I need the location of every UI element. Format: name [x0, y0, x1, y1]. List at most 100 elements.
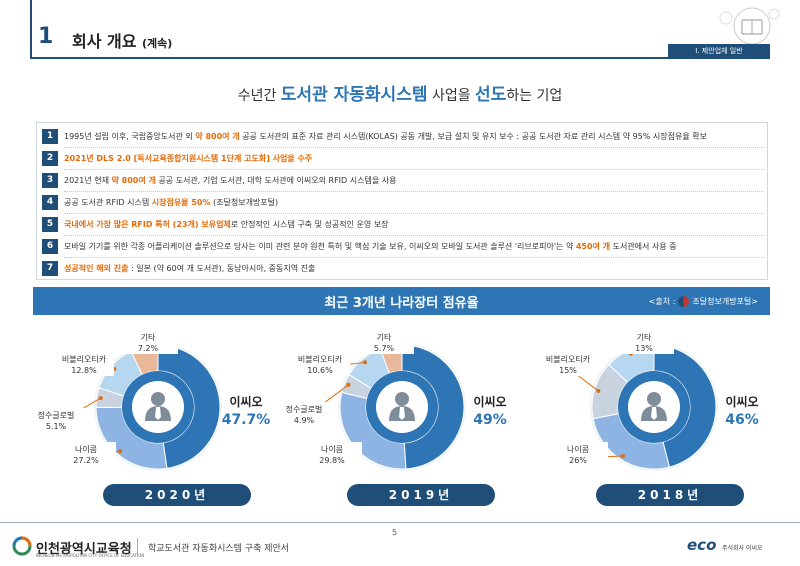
- item-divider: [64, 147, 764, 148]
- page-title-text: 회사 개요: [72, 32, 137, 51]
- year-label-2020: 2020년: [103, 484, 251, 506]
- headline-highlight-1: 도서관 자동화시스템: [280, 85, 428, 105]
- list-item: 1 1995년 설립 이후, 국립중앙도서관 외 약 800여 개 공공 도서관…: [42, 128, 764, 148]
- header-accent-bar: [30, 0, 32, 58]
- slice-label: 비블리오티카: [62, 354, 107, 364]
- label-background: [302, 442, 362, 466]
- item-divider: [64, 235, 764, 236]
- item-text-highlight: 성공적인 해외 진출: [64, 264, 129, 273]
- year-label-2019: 2019년: [347, 484, 495, 506]
- page-subtitle: (계속): [142, 37, 173, 50]
- headline-post: 하는 기업: [506, 88, 563, 104]
- footer-doc-title: 학교도서관 자동화시스템 구축 제안서: [148, 544, 290, 554]
- label-leader-dot: [346, 382, 351, 387]
- label-background: [614, 330, 674, 354]
- item-divider: [64, 213, 764, 214]
- section-tag: I. 제안업체 일반: [668, 44, 770, 58]
- label-leader-dot: [620, 453, 625, 458]
- list-item: 5 국내에서 가장 많은 RFID 특허 (23개) 보유업체로 안정적인 시스…: [42, 216, 764, 236]
- list-item: 2 2021년 DLS 2.0 [독서교육종합지원시스템 1단계 고도화] 사업…: [42, 150, 764, 170]
- slice-label: 기타: [141, 333, 156, 342]
- item-number: 6: [42, 239, 58, 254]
- headline-highlight-2: 선도: [475, 85, 507, 105]
- label-background: [290, 352, 350, 376]
- headline-mid: 사업을: [431, 88, 471, 104]
- page-header: 1 회사 개요 (계속) I. 제안업체 일반: [0, 0, 800, 60]
- slice-value-label: 49%: [473, 412, 507, 428]
- item-number: 2: [42, 151, 58, 166]
- item-text-highlight: 2021년 DLS 2.0 [독서교육종합지원시스템 1단계 고도화] 사업을 …: [64, 154, 313, 163]
- item-number: 4: [42, 195, 58, 210]
- slice-value-label: 47.7%: [222, 412, 271, 428]
- item-number: 5: [42, 217, 58, 232]
- label-background: [280, 402, 334, 426]
- person-icon: [641, 392, 667, 421]
- slice-label: 기타: [637, 333, 652, 342]
- headline-pre: 수년간: [237, 88, 277, 104]
- item-number: 7: [42, 261, 58, 276]
- slice-label: 나이콤: [321, 444, 343, 454]
- slice-value-label: 27.2%: [73, 456, 99, 465]
- item-text-highlight: 약 800여 개: [111, 176, 156, 185]
- label-leader-dot: [98, 396, 103, 401]
- slice-value-label: 5.7%: [374, 344, 395, 353]
- pie-chart-2020: 이씨오 47.7% 나이콤 27.2% 정수글로벌 5.1% 비블리오티카 12.8% 기타 7.…: [36, 330, 271, 471]
- banner-title: 최근 3개년 나라장터 점유율: [324, 296, 479, 311]
- item-text: 2021년 현재 약 800여 개 공공 도서관, 기업 도서관, 대학 도서관…: [64, 175, 396, 186]
- item-divider: [64, 191, 764, 192]
- item-text-plain: 공공 도서관 RFID 시스템: [64, 198, 152, 207]
- item-text-plain: 로 안정적인 시스템 구축 및 성공적인 운영 보장: [230, 220, 389, 229]
- item-text-highlight: 약 800여 개: [195, 132, 240, 141]
- footer-org-english: INCHEON METROPOLITAN CITY OFFICE OF EDUC…: [36, 553, 145, 558]
- item-text: 국내에서 가장 많은 RFID 특허 (23개) 보유업체로 안정적인 시스템 …: [64, 219, 388, 230]
- slice-label: 이씨오: [473, 394, 506, 409]
- footer-org-name: 인천광역시교육청: [36, 542, 132, 557]
- label-leader-dot: [363, 360, 368, 365]
- slice-label: 이씨오: [229, 394, 262, 409]
- slice-value-label: 26%: [569, 456, 587, 465]
- item-text-plain: 2021년 현재: [64, 176, 112, 185]
- item-text-plain: 모바일 기기를 위한 각종 어플리케이션 솔루션으로 당사는 이미 관련 분야 …: [64, 242, 576, 251]
- slice-value-label: 5.1%: [46, 422, 67, 431]
- source-name: 조달청보개방포털>: [692, 297, 758, 306]
- banner-source: <출처 : 조달청보개방포털>: [649, 296, 758, 307]
- item-text-plain: 1995년 설립 이후, 국립중앙도서관 외: [64, 132, 196, 141]
- item-text: 공공 도서관 RFID 시스템 시장점유율 50% (조달청보개방포털): [64, 197, 278, 208]
- headline: 수년간 도서관 자동화시스템 사업을 선도하는 기업: [0, 80, 800, 105]
- slice-label: 비블리오티카: [546, 354, 591, 364]
- slice-label: 정수글로벌: [286, 404, 323, 414]
- label-background: [538, 352, 598, 376]
- slice-value-label: 12.8%: [71, 366, 97, 375]
- slice-value-label: 29.8%: [319, 456, 345, 465]
- item-divider: [64, 257, 764, 258]
- item-text-highlight: 450여 개: [575, 242, 611, 251]
- item-text-plain: (조달청보개방포털): [210, 198, 279, 207]
- government-logo-icon: [678, 296, 690, 307]
- list-item: 3 2021년 현재 약 800여 개 공공 도서관, 기업 도서관, 대학 도…: [42, 172, 764, 192]
- list-item: 6 모바일 기기를 위한 각종 어플리케이션 솔루션으로 당사는 이미 관련 분…: [42, 238, 764, 258]
- eco-logo: eco: [687, 536, 717, 554]
- slice-label: 기타: [377, 333, 392, 342]
- label-background: [354, 330, 414, 354]
- slice-value-label: 10.6%: [307, 366, 333, 375]
- office-of-education-logo-icon: [12, 536, 32, 556]
- year-label-2018: 2018년: [596, 484, 744, 506]
- slice-label: 나이콤: [567, 444, 589, 454]
- source-prefix: <출처 :: [648, 297, 676, 306]
- item-text-plain: 공공 도서관의 표준 자료 관리 시스템(KOLAS) 공동 개발, 보급 설치…: [239, 132, 707, 141]
- label-background: [118, 330, 178, 354]
- slice-value-label: 15%: [559, 366, 577, 375]
- label-background: [36, 408, 86, 432]
- label-background: [548, 442, 608, 466]
- pie-chart-2018: 이씨오 46% 나이콤 26% 비블리오티카 15% 기타 13%: [538, 330, 759, 471]
- slice-value-label: 7.2%: [138, 344, 159, 353]
- item-number: 1: [42, 129, 58, 144]
- item-text-plain: 도서관에서 사용 중: [610, 242, 677, 251]
- slice-label: 비블리오티카: [298, 354, 343, 364]
- slice-value-label: 4.9%: [294, 416, 315, 425]
- slice-label: 이씨오: [725, 394, 758, 409]
- person-icon: [145, 392, 171, 421]
- header-divider: [30, 57, 770, 59]
- slice-label: 나이콤: [75, 444, 97, 454]
- slice-value-label: 13%: [635, 344, 653, 353]
